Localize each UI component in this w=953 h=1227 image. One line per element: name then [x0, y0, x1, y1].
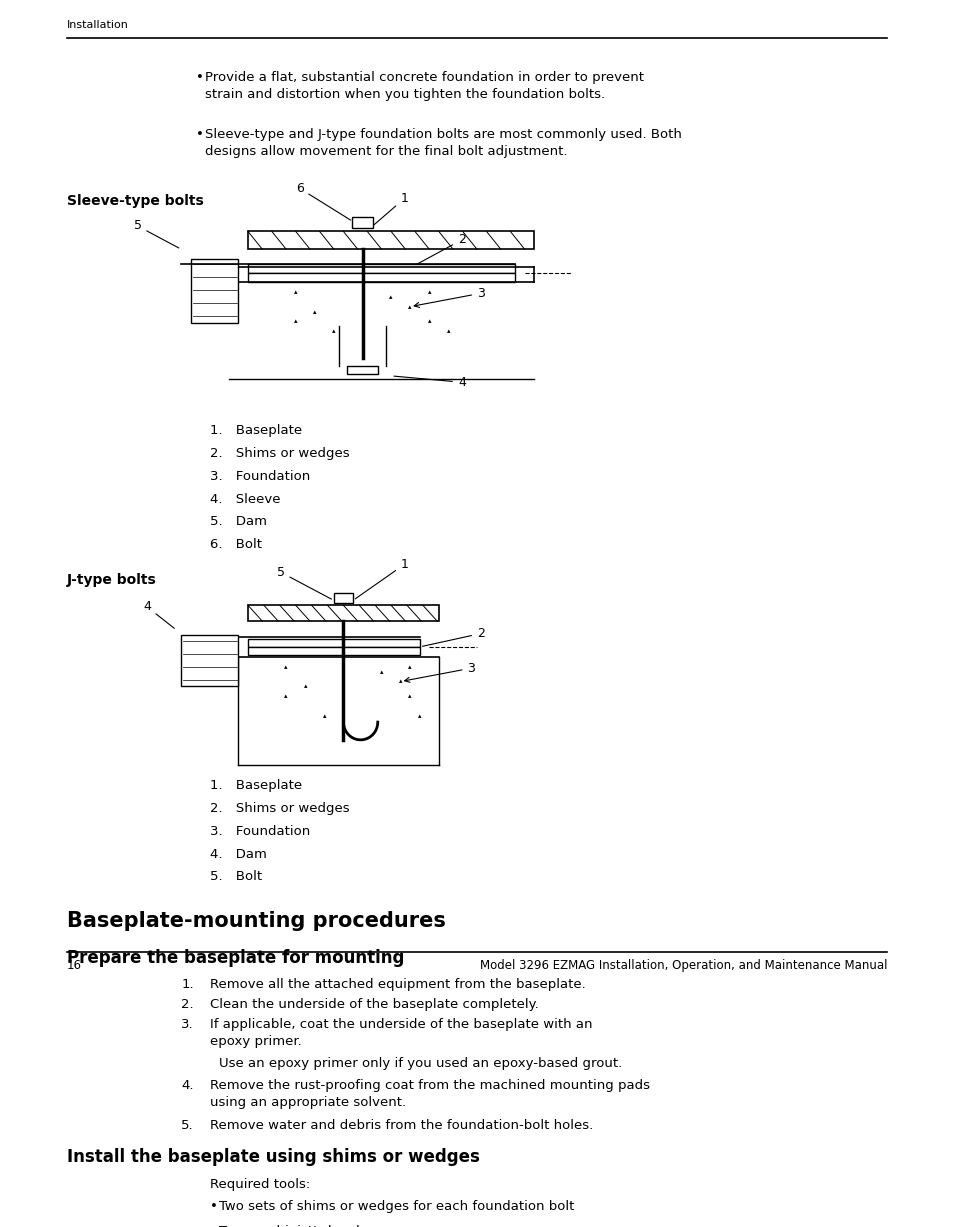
Text: 4. Dam: 4. Dam: [210, 848, 267, 860]
Text: •: •: [210, 1200, 217, 1212]
Text: Provide a flat, substantial concrete foundation in order to prevent
strain and d: Provide a flat, substantial concrete fou…: [205, 71, 643, 101]
Text: ▴: ▴: [313, 308, 316, 314]
Text: Sleeve-type and J-type foundation bolts are most commonly used. Both
designs all: Sleeve-type and J-type foundation bolts …: [205, 128, 681, 157]
Text: ▴: ▴: [284, 664, 288, 670]
Text: ▴: ▴: [408, 303, 412, 309]
Polygon shape: [248, 264, 515, 272]
Text: ▴: ▴: [427, 288, 431, 294]
Text: ▴: ▴: [398, 679, 402, 685]
Text: Clean the underside of the baseplate completely.: Clean the underside of the baseplate com…: [210, 998, 538, 1011]
Text: 5.: 5.: [181, 1119, 193, 1131]
Text: Prepare the baseplate for mounting: Prepare the baseplate for mounting: [67, 948, 404, 967]
Text: 2: 2: [422, 627, 484, 647]
Text: Install the baseplate using shims or wedges: Install the baseplate using shims or wed…: [67, 1148, 479, 1167]
Text: Baseplate-mounting procedures: Baseplate-mounting procedures: [67, 910, 445, 931]
Text: ▴: ▴: [446, 329, 450, 335]
Text: 3. Foundation: 3. Foundation: [210, 470, 310, 483]
Text: ▴: ▴: [408, 693, 412, 699]
Text: Model 3296 EZMAG Installation, Operation, and Maintenance Manual: Model 3296 EZMAG Installation, Operation…: [479, 960, 886, 973]
Text: ▴: ▴: [284, 693, 288, 699]
Polygon shape: [248, 232, 534, 249]
Text: 1: 1: [374, 191, 408, 225]
Polygon shape: [248, 272, 515, 282]
Text: J-type bolts: J-type bolts: [67, 573, 156, 587]
Text: Remove the rust-proofing coat from the machined mounting pads
using an appropria: Remove the rust-proofing coat from the m…: [210, 1080, 649, 1109]
Text: 3.: 3.: [181, 1018, 193, 1031]
Text: 6: 6: [295, 182, 351, 220]
Text: ▴: ▴: [417, 713, 421, 719]
Text: 6. Bolt: 6. Bolt: [210, 539, 262, 551]
Text: 5: 5: [133, 220, 178, 248]
Text: 2.: 2.: [181, 998, 193, 1011]
Text: 16: 16: [67, 960, 82, 973]
Text: Installation: Installation: [67, 20, 129, 29]
Polygon shape: [191, 259, 238, 324]
Text: If applicable, coat the underside of the baseplate with an
epoxy primer.: If applicable, coat the underside of the…: [210, 1018, 592, 1048]
Polygon shape: [334, 594, 353, 604]
Text: ▴: ▴: [332, 329, 335, 335]
Text: ▴: ▴: [408, 664, 412, 670]
Text: 1.: 1.: [181, 978, 193, 991]
Text: 4.: 4.: [181, 1080, 193, 1092]
Text: ▴: ▴: [294, 288, 297, 294]
Text: ▴: ▴: [389, 293, 393, 299]
Polygon shape: [248, 647, 419, 655]
Text: ▴: ▴: [322, 713, 326, 719]
Text: 2. Shims or wedges: 2. Shims or wedges: [210, 802, 349, 815]
Text: Use an epoxy primer only if you used an epoxy-based grout.: Use an epoxy primer only if you used an …: [219, 1058, 622, 1070]
Text: ▴: ▴: [294, 319, 297, 324]
Text: 5: 5: [276, 566, 331, 599]
Text: Two sets of shims or wedges for each foundation bolt: Two sets of shims or wedges for each fou…: [219, 1200, 575, 1212]
Text: 3: 3: [404, 661, 475, 682]
Text: Remove all the attached equipment from the baseplate.: Remove all the attached equipment from t…: [210, 978, 585, 991]
Polygon shape: [181, 636, 238, 686]
Text: 4: 4: [394, 375, 465, 389]
Polygon shape: [352, 217, 373, 228]
Text: Two machinist's levels: Two machinist's levels: [219, 1225, 367, 1227]
Text: 1. Baseplate: 1. Baseplate: [210, 779, 302, 793]
Text: Sleeve-type bolts: Sleeve-type bolts: [67, 194, 203, 207]
Text: Remove water and debris from the foundation-bolt holes.: Remove water and debris from the foundat…: [210, 1119, 593, 1131]
Text: 1: 1: [355, 558, 408, 599]
Polygon shape: [248, 605, 438, 621]
Polygon shape: [248, 639, 419, 647]
Text: 5. Bolt: 5. Bolt: [210, 870, 262, 883]
Text: ▴: ▴: [303, 683, 307, 690]
Text: 2: 2: [403, 233, 465, 271]
Text: 1. Baseplate: 1. Baseplate: [210, 425, 302, 437]
Text: 5. Dam: 5. Dam: [210, 515, 267, 529]
Polygon shape: [347, 366, 377, 374]
Text: 2. Shims or wedges: 2. Shims or wedges: [210, 447, 349, 460]
Text: 3. Foundation: 3. Foundation: [210, 825, 310, 838]
Text: Required tools:: Required tools:: [210, 1178, 310, 1191]
Text: 3: 3: [414, 287, 484, 308]
Text: •: •: [195, 128, 203, 141]
Text: 4. Sleeve: 4. Sleeve: [210, 492, 280, 506]
Text: ▴: ▴: [379, 669, 383, 675]
Text: ▴: ▴: [427, 319, 431, 324]
Text: •: •: [195, 71, 203, 85]
Text: •: •: [210, 1225, 217, 1227]
Text: 4: 4: [143, 600, 174, 628]
